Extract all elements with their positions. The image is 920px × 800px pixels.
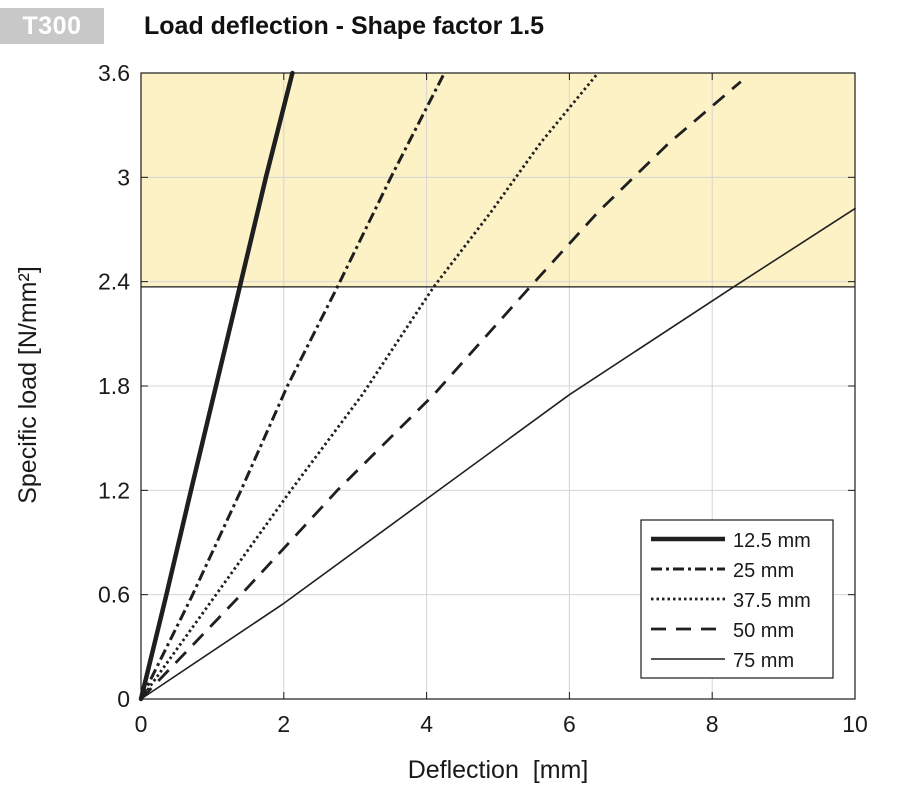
series-line-1 <box>138 70 295 702</box>
series-line-5 <box>140 207 856 700</box>
x-tick-label: 0 <box>135 711 148 737</box>
x-tick-label: 4 <box>420 711 433 737</box>
y-axis-label: Specific load [N/mm²] <box>14 266 42 504</box>
grid-lines <box>141 73 855 699</box>
y-tick-label: 1.2 <box>98 477 130 503</box>
y-tick-label: 0 <box>117 686 130 712</box>
y-tick-label: 1.8 <box>98 373 130 399</box>
series-group <box>138 70 856 702</box>
legend-label: 25 mm <box>733 560 794 582</box>
x-tick-label: 6 <box>563 711 576 737</box>
series-line-2 <box>139 72 446 700</box>
chart-title: Load deflection - Shape factor 1.5 <box>144 12 545 40</box>
legend-label: 12.5 mm <box>733 530 811 552</box>
x-tick-label: 2 <box>277 711 290 737</box>
legend-label: 50 mm <box>733 620 794 642</box>
y-tick-label: 3 <box>117 164 130 190</box>
series-line-3 <box>139 72 600 700</box>
y-tick-label: 0.6 <box>98 582 130 608</box>
legend-label: 37.5 mm <box>733 590 811 612</box>
x-axis-label: Deflection [mm] <box>408 756 589 784</box>
x-tick-label: 8 <box>706 711 719 737</box>
legend: 12.5 mm 25 mm 37.5 mm 50 mm 75 mm <box>640 519 834 679</box>
x-tick-label: 10 <box>842 711 868 737</box>
legend-label: 75 mm <box>733 650 794 672</box>
y-tick-label: 2.4 <box>98 269 130 295</box>
highlight-band <box>141 73 855 287</box>
series-line-4 <box>139 80 742 700</box>
y-tick-label: 3.6 <box>98 60 130 86</box>
axis-ticks: 0 2 4 6 8 10 0 0.6 1.2 1.8 2.4 3 3.6 <box>98 60 868 737</box>
badge-label: T300 <box>0 8 104 44</box>
